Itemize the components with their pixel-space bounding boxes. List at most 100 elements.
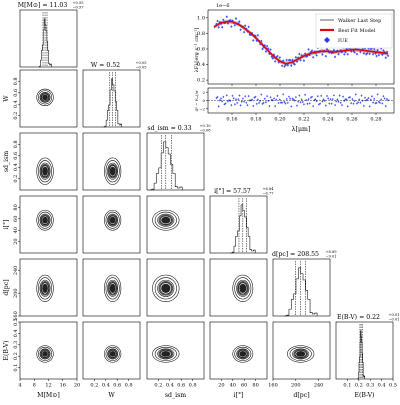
title-minus-M: −0.57 [73, 6, 85, 10]
residual-xtick-label: 0.24 [322, 117, 333, 123]
contour-level-1 [108, 350, 117, 358]
residual-point [241, 97, 244, 100]
residual-point [275, 98, 278, 101]
contour-frame-sd_ism-i [146, 195, 205, 254]
iue-point [303, 52, 307, 56]
contour-level-2 [292, 348, 310, 360]
ytick-label-sd_ism: 0.6 [13, 152, 19, 160]
residual-point [360, 94, 363, 97]
residual-point [225, 94, 228, 97]
contour-level-2 [39, 348, 51, 360]
histogram-frame-sd_ism [146, 132, 205, 191]
residual-xtick-label: 0.26 [346, 117, 357, 123]
density-halo [40, 163, 50, 179]
density-core [42, 94, 48, 101]
contour-d-vs-EBV [272, 321, 331, 380]
residual-point [381, 102, 384, 105]
density-core [42, 283, 48, 293]
density-halo [107, 163, 118, 179]
residual-point [302, 103, 305, 106]
contour-sd_ism-vs-EBV [146, 321, 205, 380]
residual-point [338, 94, 341, 97]
spectrum-ytick-label: 1.0 [197, 15, 205, 21]
residual-point [247, 94, 250, 98]
contour-level-3 [105, 211, 120, 229]
contour-frame-d-EBV [272, 321, 331, 380]
histogram-i: i[°] = 57.57 +6.84−6.77 [209, 187, 274, 254]
ytick-label-W: 0.8 [13, 77, 19, 85]
contour-M-vs-EBV [19, 321, 78, 380]
residual-point [264, 101, 267, 104]
residual-point [279, 101, 282, 104]
contour-level-1 [41, 350, 49, 358]
residual-point [290, 105, 293, 108]
xtick-label-M: 12 [45, 383, 51, 389]
residual-point [263, 97, 266, 100]
xtick-label-i: 20 [218, 383, 224, 389]
ytick-label-i: 80 [13, 204, 19, 210]
iue-point [299, 58, 302, 62]
residual-point [364, 96, 367, 99]
residual-point [298, 94, 301, 97]
spectrum-fit-inset: 1e−6 0.2 0.4 0.6 0.8 1.0 λFλ[erg s⁻¹ cm⁻²] W… [194, 3, 395, 133]
title-d: d[pc] = 208.55 [272, 251, 319, 258]
residual-point [315, 99, 318, 103]
ytick-label-EBV: 0.3 [13, 341, 19, 349]
xtick-label-W: 0.6 [113, 383, 121, 389]
contour-level-3 [38, 90, 53, 105]
residual-point [286, 101, 289, 105]
iue-point [269, 48, 272, 52]
contour-level-3 [154, 277, 177, 300]
contour-level-4 [287, 345, 315, 363]
xtick-label-sd_ism: 0.2 [154, 383, 162, 389]
density-core [109, 283, 116, 293]
density-core [161, 351, 171, 357]
residual-point [309, 96, 312, 99]
residual-point [351, 97, 354, 101]
residual-point [375, 101, 378, 105]
residual-point [332, 94, 335, 97]
iue-point [294, 55, 298, 59]
residual-point [337, 100, 340, 103]
density-core [161, 216, 171, 224]
density-halo [293, 349, 309, 359]
iue-point [373, 47, 376, 51]
xtick-label-sd_ism: 0.8 [189, 383, 197, 389]
residual-point [336, 98, 339, 101]
iue-point [220, 25, 224, 29]
residual-point [231, 94, 234, 98]
contour-level-2 [107, 348, 119, 360]
contour-level-4 [104, 157, 122, 185]
iue-point [315, 54, 318, 57]
iue-point [238, 20, 241, 23]
ytick-label-sd_ism: 0.4 [13, 163, 19, 171]
density-halo [158, 349, 174, 359]
residual-point [284, 102, 287, 105]
iue-point [384, 56, 387, 60]
contour-level-2 [39, 213, 51, 227]
contour-level-4 [152, 209, 180, 231]
residual-point [217, 105, 220, 108]
contour-level-1 [159, 350, 172, 358]
iue-point [295, 60, 299, 63]
contour-level-3 [154, 211, 177, 229]
contour-level-1 [41, 215, 49, 225]
xtick-label-EBV: 0.2 [355, 383, 363, 389]
legend: Walker Last Step Best Fit Model IUE [315, 13, 393, 49]
residual-point [314, 98, 317, 101]
contour-level-4 [232, 345, 254, 363]
iue-point [291, 58, 294, 62]
contour-level-1 [294, 350, 307, 358]
residual-point [384, 104, 387, 108]
iue-point [229, 18, 232, 22]
histogram-W: W = 0.52 +0.05−0.05 [82, 61, 147, 128]
contour-frame-i-EBV [209, 321, 268, 380]
residual-point [320, 94, 323, 98]
contour-M-vs-d [19, 258, 78, 317]
iue-point [333, 55, 337, 59]
contour-i-vs-EBV [209, 321, 268, 380]
title-i: i[°] = 57.57 [214, 188, 251, 195]
contour-frame-W-EBV [82, 321, 141, 380]
density-core [239, 351, 247, 357]
xtick-label-EBV: 0.3 [366, 383, 374, 389]
